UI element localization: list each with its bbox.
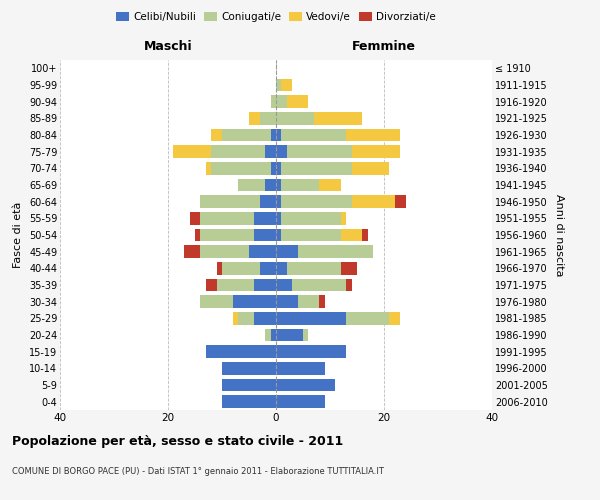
Bar (265, 179, 276, 192)
Bar (298, 246, 373, 258)
Bar (233, 312, 238, 324)
Bar (346, 129, 400, 141)
Bar (238, 312, 254, 324)
Bar (271, 162, 276, 174)
Bar (352, 196, 395, 208)
Bar (238, 179, 265, 192)
Bar (352, 162, 389, 174)
Bar (265, 146, 276, 158)
Bar (281, 162, 352, 174)
Bar (341, 262, 357, 274)
Bar (276, 146, 287, 158)
Bar (249, 112, 260, 124)
Bar (206, 279, 217, 291)
Bar (276, 162, 281, 174)
Bar (271, 329, 276, 341)
Bar (287, 96, 308, 108)
Bar (319, 179, 341, 192)
Bar (260, 262, 276, 274)
Bar (362, 229, 368, 241)
Bar (276, 379, 335, 391)
Bar (281, 79, 292, 92)
Bar (271, 129, 276, 141)
Bar (200, 229, 254, 241)
Bar (276, 312, 346, 324)
Bar (276, 129, 281, 141)
Bar (352, 146, 400, 158)
Bar (276, 196, 281, 208)
Bar (233, 296, 276, 308)
Bar (287, 262, 341, 274)
Text: COMUNE DI BORGO PACE (PU) - Dati ISTAT 1° gennaio 2011 - Elaborazione TUTTITALIA: COMUNE DI BORGO PACE (PU) - Dati ISTAT 1… (12, 468, 384, 476)
Bar (222, 362, 276, 374)
Bar (222, 379, 276, 391)
Bar (184, 246, 200, 258)
Bar (217, 279, 254, 291)
Bar (276, 246, 298, 258)
Bar (276, 296, 298, 308)
Bar (341, 212, 346, 224)
Bar (206, 346, 276, 358)
Bar (254, 279, 276, 291)
Text: Femmine: Femmine (352, 40, 416, 52)
Y-axis label: Fasce di età: Fasce di età (13, 202, 23, 268)
Bar (276, 396, 325, 408)
Bar (276, 96, 287, 108)
Bar (254, 229, 276, 241)
Bar (276, 262, 287, 274)
Bar (276, 229, 281, 241)
Bar (276, 279, 292, 291)
Bar (276, 329, 303, 341)
Bar (292, 279, 346, 291)
Bar (346, 279, 352, 291)
Bar (211, 146, 265, 158)
Bar (281, 212, 341, 224)
Bar (195, 229, 200, 241)
Bar (389, 312, 400, 324)
Bar (281, 229, 341, 241)
Bar (319, 296, 325, 308)
Bar (173, 146, 211, 158)
Bar (303, 329, 308, 341)
Bar (281, 129, 346, 141)
Bar (271, 96, 276, 108)
Bar (190, 212, 200, 224)
Bar (217, 262, 222, 274)
Bar (346, 312, 389, 324)
Text: Maschi: Maschi (143, 40, 193, 52)
Bar (287, 146, 352, 158)
Bar (314, 112, 362, 124)
Bar (276, 212, 281, 224)
Bar (276, 179, 281, 192)
Bar (211, 129, 222, 141)
Bar (222, 396, 276, 408)
Bar (281, 196, 352, 208)
Bar (260, 112, 276, 124)
Bar (222, 129, 271, 141)
Bar (222, 262, 260, 274)
Bar (206, 162, 211, 174)
Text: Popolazione per età, sesso e stato civile - 2011: Popolazione per età, sesso e stato civil… (12, 435, 343, 448)
Bar (341, 229, 362, 241)
Bar (276, 362, 325, 374)
Bar (276, 112, 314, 124)
Bar (200, 246, 249, 258)
Bar (298, 296, 319, 308)
Bar (200, 296, 233, 308)
Bar (249, 246, 276, 258)
Bar (254, 312, 276, 324)
Bar (265, 329, 271, 341)
Legend: Celibi/Nubili, Coniugati/e, Vedovi/e, Divorziati/e: Celibi/Nubili, Coniugati/e, Vedovi/e, Di… (112, 8, 440, 26)
Bar (395, 196, 406, 208)
Bar (200, 212, 254, 224)
Bar (260, 196, 276, 208)
Bar (276, 79, 281, 92)
Bar (276, 346, 346, 358)
Bar (211, 162, 271, 174)
Bar (281, 179, 319, 192)
Y-axis label: Anni di nascita: Anni di nascita (554, 194, 565, 276)
Bar (200, 196, 260, 208)
Bar (254, 212, 276, 224)
